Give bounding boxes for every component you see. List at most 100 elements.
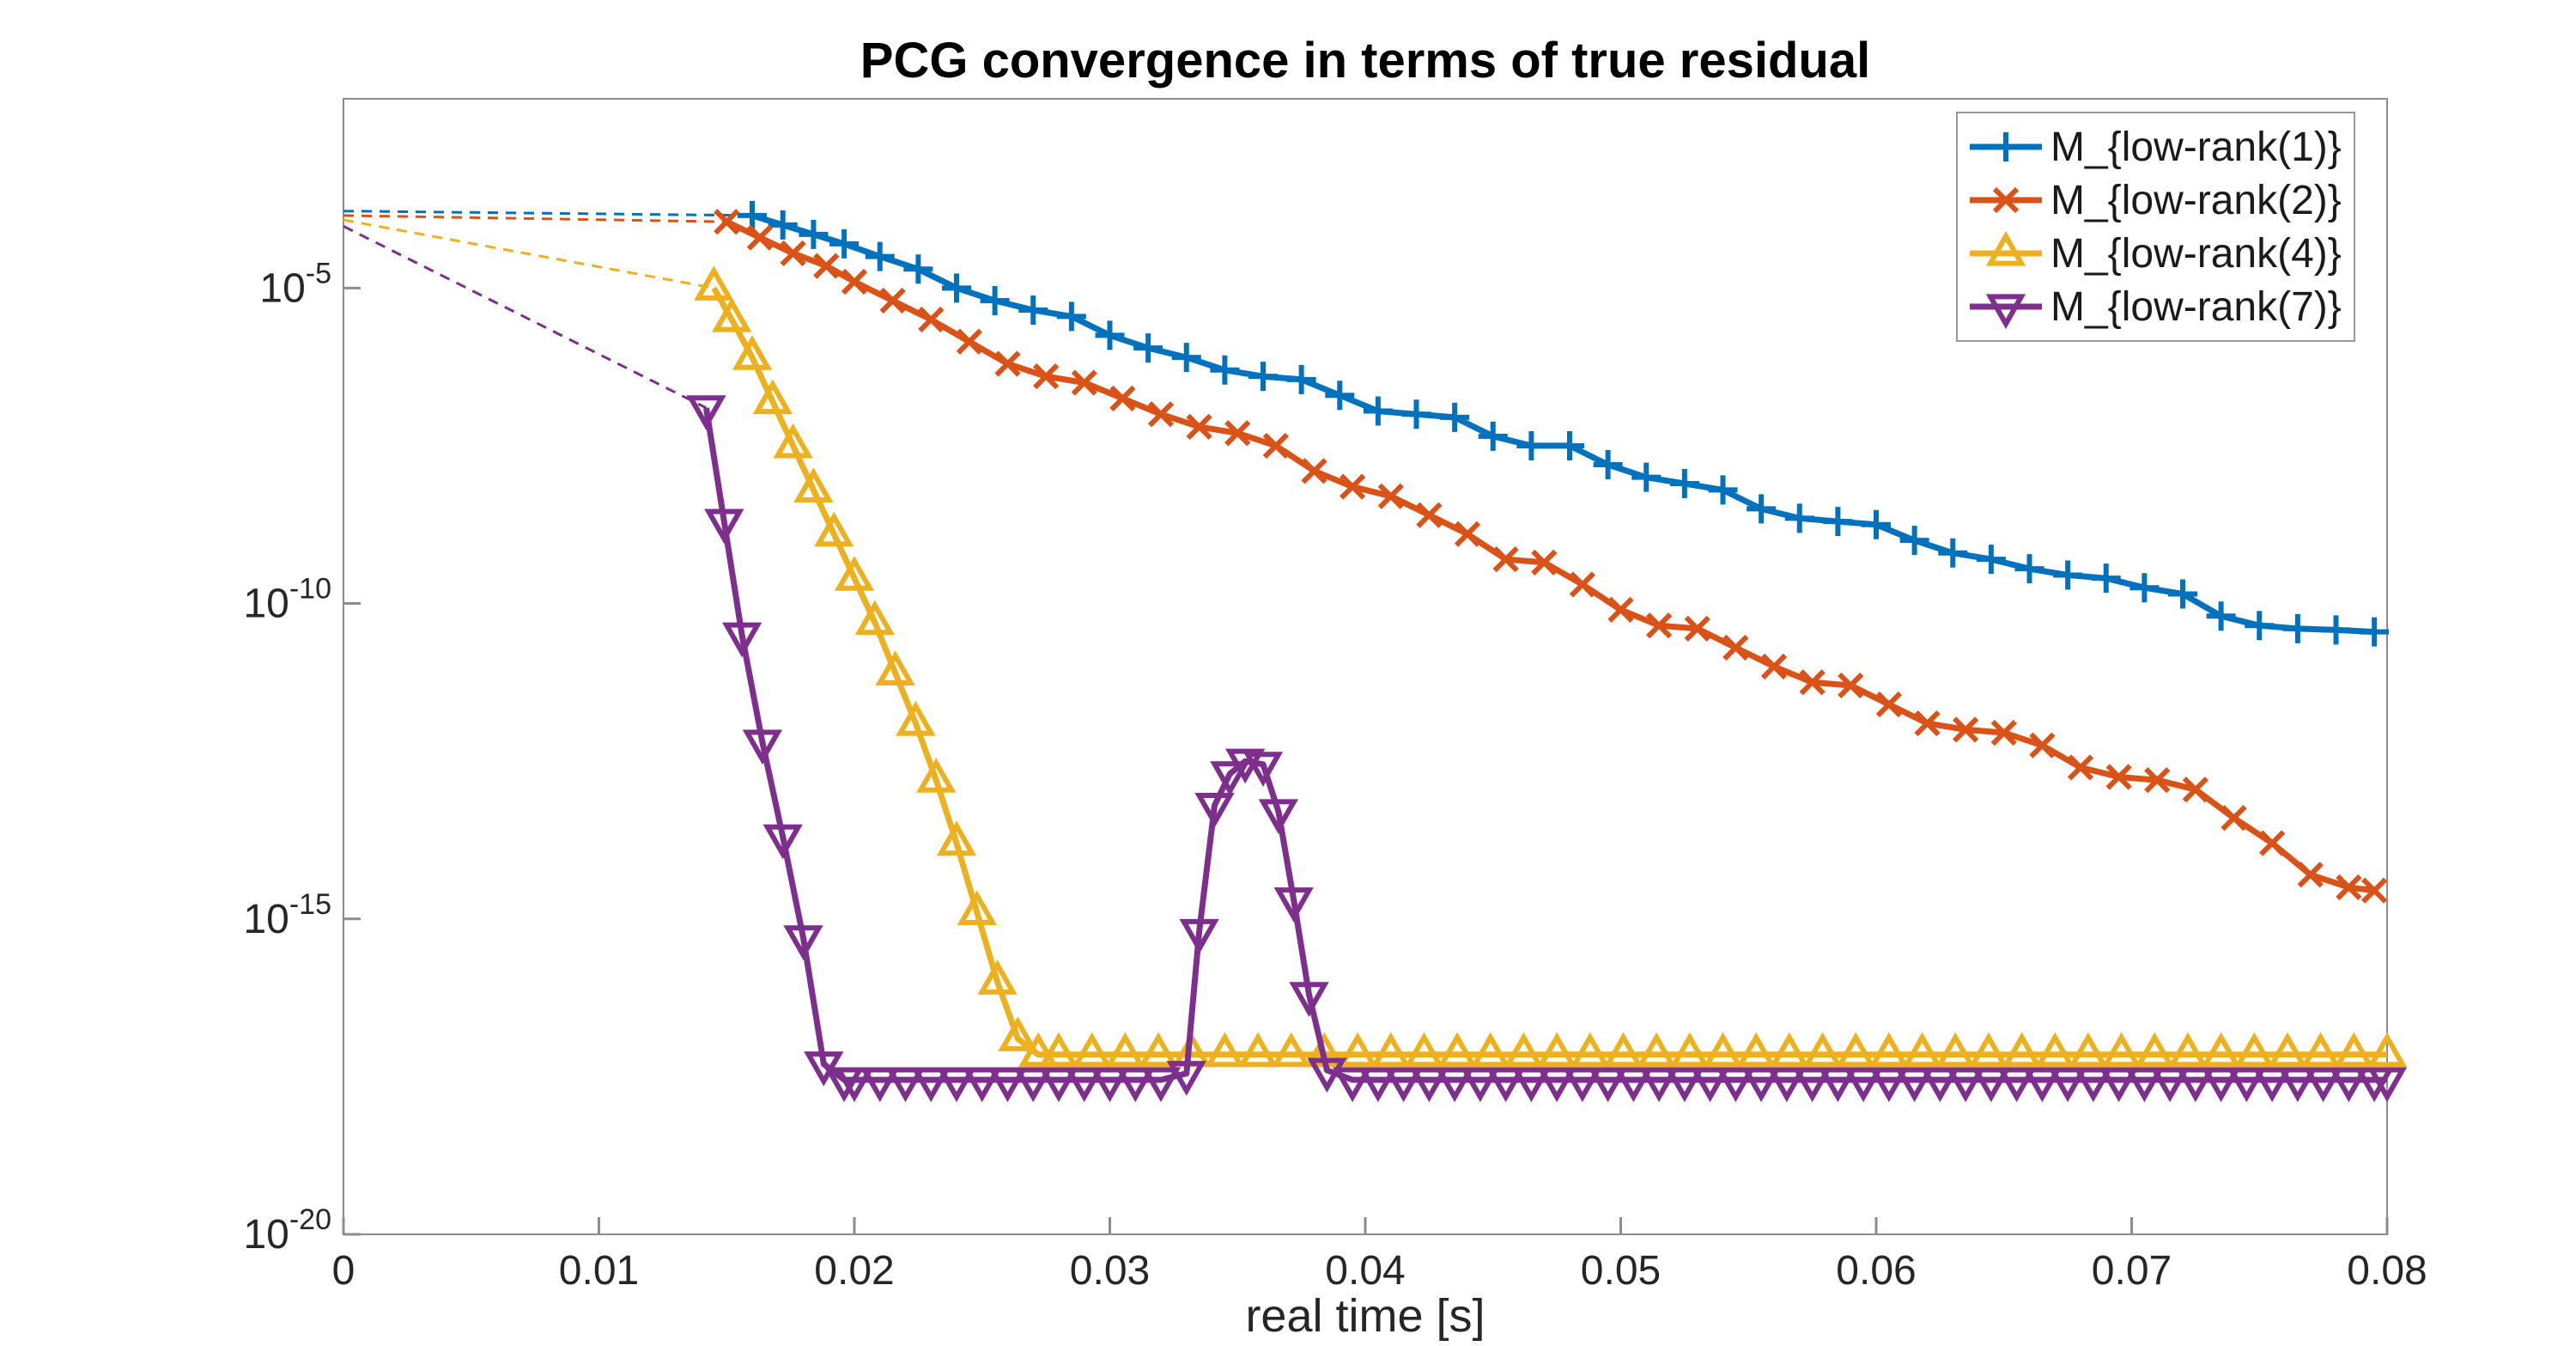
y-tick-label: 10-10	[243, 573, 331, 627]
series-2-marker-x	[1953, 716, 1979, 743]
series-2-marker-x	[1838, 672, 1864, 699]
series-4-marker-triangle-down	[1140, 1067, 1182, 1103]
series-1-marker-plus	[1095, 320, 1125, 350]
legend-marker-triangle-down	[1985, 294, 2026, 330]
series-4-marker-triangle-down	[2277, 1067, 2318, 1103]
series-2-marker-x	[2067, 754, 2094, 781]
series-1-marker-plus	[2014, 554, 2044, 584]
x-tick-label: 0.07	[2092, 1248, 2172, 1294]
series-1-marker-plus	[1325, 381, 1355, 411]
series-4-marker-triangle-down	[1613, 1067, 1654, 1103]
series-2-marker-x	[1224, 420, 1251, 447]
series-2-marker-x	[1607, 596, 1634, 624]
series-4-marker-triangle-down	[721, 622, 762, 658]
series-1-marker-plus	[1631, 462, 1662, 492]
series-2-marker-x	[1684, 615, 1710, 643]
series-4-marker-triangle-down	[1460, 1067, 1501, 1103]
series-2-marker-x	[746, 224, 774, 251]
series-3-marker-triangle-up	[1902, 1032, 1942, 1068]
series-3-marker-triangle-up	[1337, 1032, 1378, 1068]
series-4-marker-triangle-down	[936, 1067, 977, 1103]
series-1-marker-plus	[738, 200, 767, 230]
series-3-marker-triangle-up	[1237, 1032, 1279, 1068]
series-3-marker-triangle-up	[1105, 1032, 1145, 1068]
series-3-marker-triangle-up	[1868, 1032, 1910, 1068]
series-1-marker-plus	[1747, 494, 1777, 524]
series-1-marker-plus	[980, 286, 1010, 316]
series-4-marker-triangle-down	[1210, 761, 1250, 796]
series-4-marker-triangle-down	[1536, 1067, 1577, 1103]
legend-marker-x	[1992, 186, 2020, 214]
series-1-marker-plus	[2129, 573, 2160, 603]
series-3-marker-triangle-up	[854, 600, 895, 636]
series-2-marker-x	[2029, 732, 2056, 758]
series-4-marker-triangle-down	[860, 1067, 900, 1103]
series-4-marker-triangle-down	[2366, 1067, 2408, 1103]
series-3-marker-triangle-up	[2002, 1032, 2042, 1068]
series-3-line	[711, 286, 2387, 1058]
series-4-marker-triangle-down	[2047, 1067, 2088, 1103]
series-2-marker-x	[841, 268, 868, 295]
series-4-marker-triangle-down	[1013, 1067, 1054, 1103]
series-4-marker-triangle-down	[1179, 918, 1219, 954]
series-4-marker-triangle-down	[1038, 1067, 1079, 1103]
series-2-marker-x	[1492, 546, 1519, 573]
series-1-marker-plus	[2360, 617, 2390, 647]
series-1-marker-plus	[903, 254, 933, 284]
series-1-marker-plus	[768, 210, 798, 240]
series-1-marker-plus	[1899, 526, 1929, 556]
series-4-marker-triangle-down	[1894, 1067, 1935, 1103]
series-3-marker-triangle-up	[1935, 1032, 1976, 1068]
series-4-dashed-lead	[343, 225, 708, 410]
series-3-marker-triangle-up	[1038, 1032, 1079, 1068]
series-4-marker-triangle-down	[2073, 1067, 2114, 1103]
series-2-marker-x	[1071, 369, 1097, 396]
series-3-marker-triangle-up	[936, 820, 977, 856]
series-4-marker-triangle-down	[1332, 1067, 1373, 1103]
series-4-marker-triangle-down	[1358, 1067, 1399, 1103]
series-4-marker-triangle-down	[742, 729, 783, 765]
series-3-marker-triangle-up	[1703, 1032, 1743, 1068]
series-4-marker-triangle-down	[1920, 1067, 1960, 1103]
series-1-marker-plus	[799, 219, 829, 249]
series-2-marker-x	[1722, 634, 1749, 661]
series-3-marker-triangle-up	[1072, 1032, 1112, 1068]
series-1-marker-plus	[1171, 343, 1201, 373]
series-2-marker-x	[714, 209, 740, 235]
series-1-marker-plus	[1516, 430, 1546, 460]
series-1-marker-plus	[1478, 421, 1508, 451]
series-4-marker-triangle-down	[2201, 1067, 2241, 1103]
series-4-marker-triangle-down	[962, 1067, 1002, 1103]
series-4-marker-triangle-down	[1766, 1067, 1807, 1103]
series-2-marker-x	[879, 287, 906, 314]
series-2-marker-x	[1340, 473, 1366, 500]
series-3-marker-triangle-up	[1636, 1032, 1677, 1068]
chart-title: PCG convergence in terms of true residua…	[860, 33, 1870, 88]
series-3-marker-triangle-up	[773, 423, 813, 459]
series-1-marker-plus	[1018, 295, 1048, 326]
series-2-marker-x	[1760, 653, 1788, 680]
x-tick-label: 0.01	[559, 1248, 639, 1294]
series-1-marker-plus	[1823, 507, 1853, 537]
series-1-marker-plus	[2206, 601, 2236, 631]
series-3-marker-triangle-up	[712, 296, 752, 332]
series-1-marker-plus	[1249, 362, 1278, 392]
series-2-marker-x	[994, 350, 1021, 377]
series-4-marker-triangle-down	[1242, 752, 1284, 787]
series-3-marker-triangle-up	[2201, 1032, 2241, 1068]
series-1-marker-plus	[1440, 402, 1470, 432]
series-3-marker-triangle-up	[1769, 1032, 1810, 1068]
x-tick-label: 0.02	[814, 1248, 894, 1294]
series-3-marker-triangle-up	[2068, 1032, 2109, 1068]
series-1-marker-plus	[1784, 503, 1814, 533]
series-4-marker-triangle-down	[783, 925, 823, 960]
series-4-marker-triangle-down	[686, 395, 726, 430]
series-2-marker-x	[2336, 874, 2362, 901]
series-4-marker-triangle-down	[762, 824, 803, 860]
series-1-marker-plus	[1708, 475, 1738, 505]
series-2-marker-x	[1033, 363, 1060, 390]
series-4-marker-triangle-down	[2303, 1067, 2343, 1103]
series-3-marker-triangle-up	[2366, 1032, 2408, 1068]
